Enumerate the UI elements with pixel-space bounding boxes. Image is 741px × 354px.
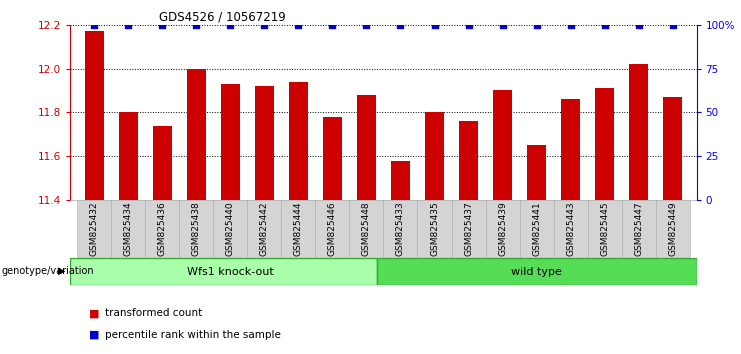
Bar [357, 95, 376, 200]
Bar [485, 200, 519, 257]
Text: ■: ■ [89, 308, 99, 318]
Text: GSM825441: GSM825441 [532, 202, 541, 256]
Text: GSM825442: GSM825442 [260, 202, 269, 256]
Point [122, 22, 134, 28]
Text: percentile rank within the sample: percentile rank within the sample [105, 330, 281, 339]
Bar [289, 82, 308, 200]
Bar [663, 97, 682, 200]
Bar [561, 99, 580, 200]
Bar [528, 145, 546, 200]
Point [599, 22, 611, 28]
Text: GSM825439: GSM825439 [498, 202, 507, 256]
Bar [85, 32, 104, 200]
Text: GSM825440: GSM825440 [226, 202, 235, 256]
Point [428, 22, 440, 28]
Text: GSM825437: GSM825437 [464, 202, 473, 256]
Bar [77, 200, 111, 257]
Point [293, 22, 305, 28]
Bar [629, 64, 648, 200]
Bar [494, 91, 512, 200]
Text: GSM825434: GSM825434 [124, 202, 133, 256]
Point [327, 22, 339, 28]
Text: GSM825449: GSM825449 [668, 202, 677, 256]
Bar [425, 113, 444, 200]
Bar [145, 200, 179, 257]
Point [225, 22, 236, 28]
Point [565, 22, 576, 28]
Text: GSM825444: GSM825444 [294, 202, 303, 256]
Text: GSM825433: GSM825433 [396, 202, 405, 256]
Text: ▶: ▶ [58, 266, 65, 276]
Text: genotype/variation: genotype/variation [1, 266, 94, 276]
Bar [622, 200, 656, 257]
Bar [221, 84, 239, 200]
Point [394, 22, 406, 28]
Text: ■: ■ [89, 330, 99, 339]
Text: GSM825445: GSM825445 [600, 202, 609, 256]
Bar [519, 200, 554, 257]
Text: GSM825438: GSM825438 [192, 202, 201, 256]
Bar [417, 200, 451, 257]
Bar [595, 88, 614, 200]
Point [633, 22, 645, 28]
Point [190, 22, 202, 28]
Text: GSM825432: GSM825432 [90, 202, 99, 256]
Point [667, 22, 679, 28]
Point [462, 22, 474, 28]
Bar [376, 258, 697, 285]
Bar [451, 200, 485, 257]
Bar [187, 69, 206, 200]
Point [88, 22, 100, 28]
Bar [316, 200, 350, 257]
Text: GSM825436: GSM825436 [158, 202, 167, 256]
Text: wild type: wild type [511, 267, 562, 277]
Text: GSM825443: GSM825443 [566, 202, 575, 256]
Text: Wfs1 knock-out: Wfs1 knock-out [187, 267, 273, 277]
Point [496, 22, 508, 28]
Bar [247, 200, 282, 257]
Bar [179, 200, 213, 257]
Text: GSM825448: GSM825448 [362, 202, 371, 256]
Point [156, 22, 168, 28]
Bar [656, 200, 690, 257]
Bar [554, 200, 588, 257]
Bar [282, 200, 316, 257]
Bar [153, 126, 172, 200]
Bar [384, 200, 417, 257]
Text: GSM825447: GSM825447 [634, 202, 643, 256]
Bar [213, 200, 247, 257]
Point [361, 22, 373, 28]
Bar [588, 200, 622, 257]
Bar [70, 258, 376, 285]
Bar [391, 161, 410, 200]
Bar [323, 117, 342, 200]
Bar [119, 113, 138, 200]
Bar [255, 86, 273, 200]
Bar [350, 200, 384, 257]
Bar [459, 121, 478, 200]
Text: transformed count: transformed count [105, 308, 202, 318]
Text: GDS4526 / 10567219: GDS4526 / 10567219 [159, 11, 286, 24]
Bar [111, 200, 145, 257]
Text: GSM825435: GSM825435 [430, 202, 439, 256]
Point [531, 22, 542, 28]
Point [259, 22, 270, 28]
Text: GSM825446: GSM825446 [328, 202, 337, 256]
